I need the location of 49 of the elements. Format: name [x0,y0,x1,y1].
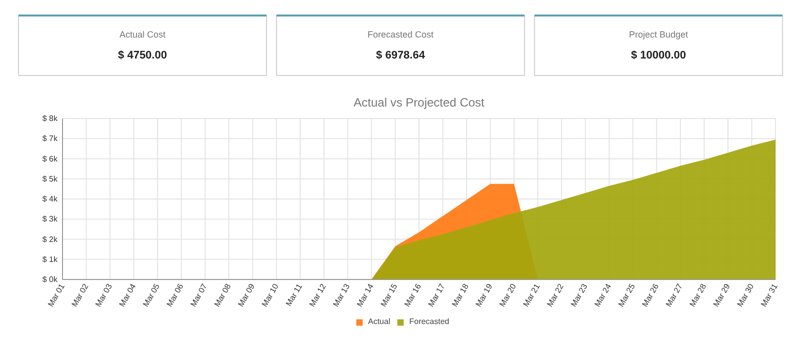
y-tick-label: $ 4k [42,194,58,204]
y-tick-label: $ 2k [42,234,58,244]
x-tick-label: Mar 29 [712,282,732,308]
y-tick-label: $ 5k [42,174,58,184]
text: $ 6978.64 [376,50,426,62]
x-tick-label: Mar 17 [426,282,447,308]
x-tick-label: Mar 15 [378,282,400,308]
x-tick-label: Mar 18 [450,282,471,308]
chart-title: Actual vs Projected Cost [354,96,486,110]
x-tick-label: Mar 01 [46,282,67,308]
x-tick-label: Mar 05 [141,282,162,308]
x-tick-label: Mar 07 [188,282,210,308]
x-tick-label: Mar 28 [688,282,708,308]
x-tick-label: Mar 21 [521,282,542,308]
x-tick-label: Mar 22 [545,282,566,308]
x-tick-label: Mar 03 [94,282,114,308]
text: $ 4750.00 [118,50,167,62]
x-tick-label: Mar 23 [569,282,590,308]
x-tick-label: Mar 27 [664,282,685,308]
x-tick-label: Mar 30 [735,282,756,308]
text: $ 10000.00 [630,50,686,62]
x-tick-label: Mar 13 [331,282,352,308]
x-tick-label: Mar 12 [308,282,328,308]
x-tick-label: Mar 08 [212,282,234,308]
legend-label: Actual [368,317,390,326]
x-tick-label: Mar 09 [236,282,257,308]
text: Project Budget [628,30,689,40]
x-tick-label: Mar 04 [117,282,138,308]
x-tick-label: Mar 06 [164,282,186,308]
y-tick-label: $ 6k [42,154,58,164]
x-tick-label: Mar 25 [616,282,638,308]
y-tick-label: $ 1k [42,254,58,264]
y-tick-label: $ 0k [42,275,58,284]
x-tick-label: Mar 11 [284,282,304,308]
x-tick-label: Mar 31 [759,282,780,308]
text: Actual Cost [119,30,166,40]
y-tick-label: $ 8k [42,114,58,123]
x-tick-label: Mar 10 [260,282,281,308]
y-tick-label: $ 3k [42,214,58,224]
x-tick-label: Mar 16 [402,282,424,308]
x-tick-label: Mar 24 [592,282,614,308]
text: Forecasted Cost [367,30,434,40]
x-tick-label: Mar 26 [640,282,661,308]
x-tick-label: Mar 02 [70,282,90,308]
y-tick-label: $ 7k [42,134,58,144]
legend-label: Forecasted [409,317,450,326]
x-tick-label: Mar 20 [498,282,518,308]
x-tick-label: Mar 14 [355,282,376,308]
x-tick-label: Mar 19 [474,282,494,308]
